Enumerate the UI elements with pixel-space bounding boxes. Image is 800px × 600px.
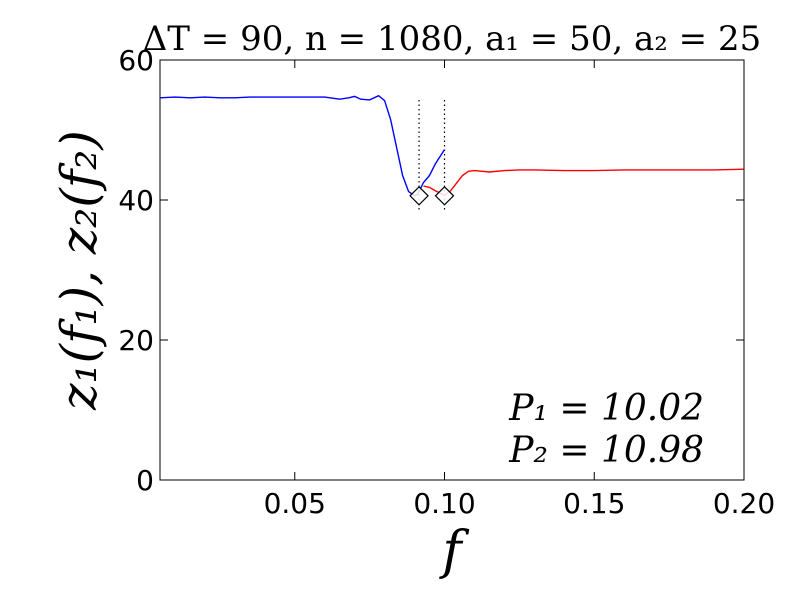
diamond-marker <box>434 185 455 206</box>
y-tick-label: 0 <box>136 464 154 497</box>
x-tick-label: 0.15 <box>563 487 625 520</box>
y-tick-label: 40 <box>118 184 154 217</box>
series-line-2 <box>423 168 745 196</box>
x-axis-label: f <box>438 521 469 581</box>
y-tick-label: 20 <box>118 324 154 357</box>
x-tick-label: 0.20 <box>713 487 775 520</box>
annotation-p2: P₂ = 10.98 <box>508 430 704 471</box>
y-tick-label: 60 <box>118 44 154 77</box>
plot-frame <box>159 59 745 481</box>
series-line-1 <box>159 94 446 197</box>
chart-title: ΔT = 90, n = 1080, a₁ = 50, a₂ = 25 <box>143 19 762 59</box>
diamond-marker <box>409 185 429 206</box>
y-axis-label: z₁(f₁), z₂(f₂) <box>50 130 108 411</box>
x-tick-label: 0.10 <box>413 487 475 520</box>
x-tick-label: 0.05 <box>264 487 326 520</box>
annotation-p1: P₁ = 10.02 <box>508 388 704 429</box>
